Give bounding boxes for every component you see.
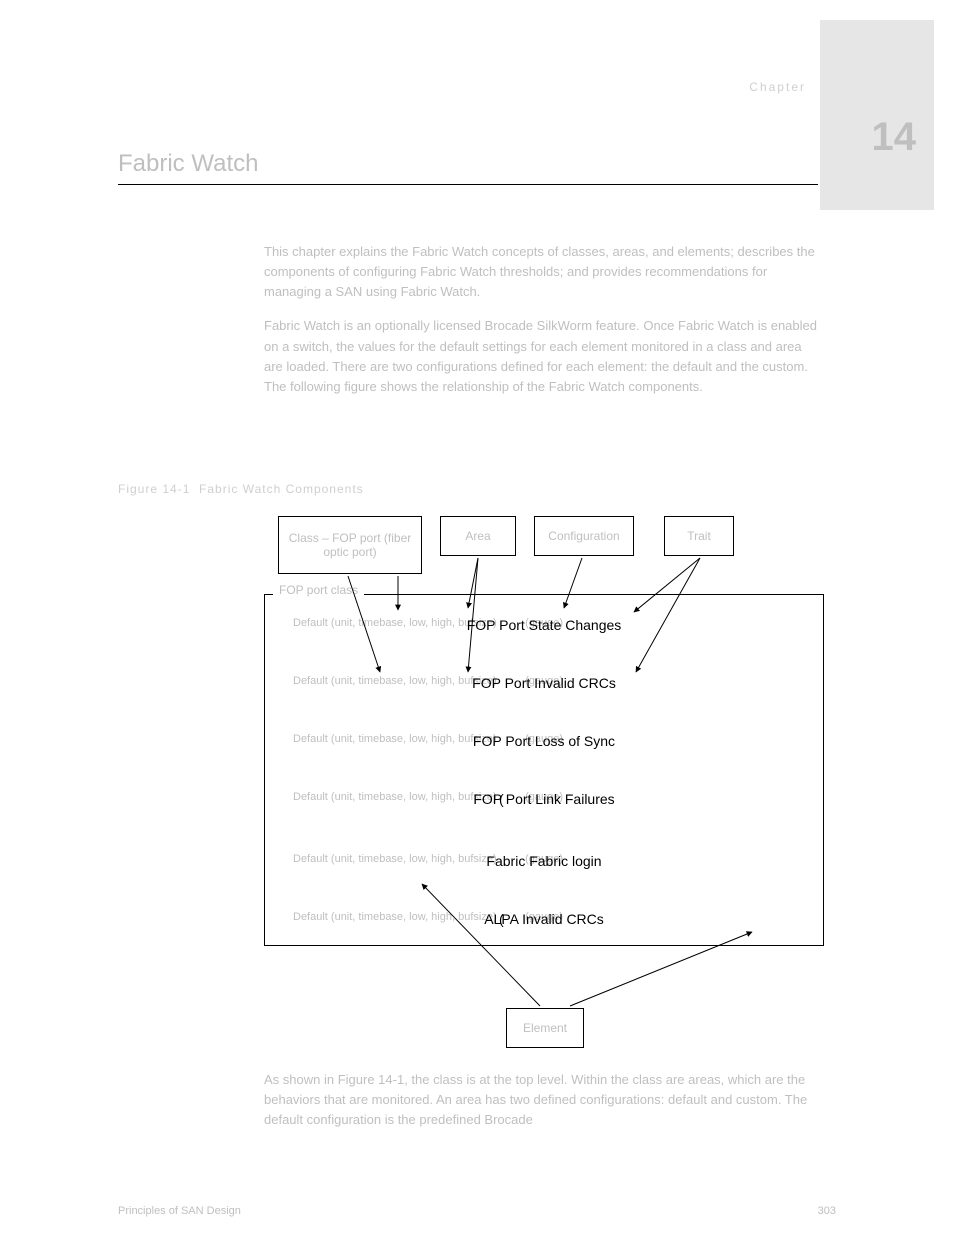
measure-label: FOP Port Loss of Sync (265, 733, 823, 749)
measure-label: FOP Port State Changes (265, 617, 823, 633)
class-frame-name: FOP port class (273, 583, 364, 597)
footer-right: 303 (818, 1205, 836, 1217)
intro-p1: This chapter explains the Fabric Watch c… (264, 242, 824, 302)
footer-left: Principles of SAN Design (118, 1205, 241, 1217)
chapter-word: Chapter (749, 80, 806, 94)
box-configuration: Configuration (534, 516, 634, 556)
intro-p3: As shown in Figure 14-1, the class is at… (264, 1070, 824, 1130)
box-area: Area (440, 516, 516, 556)
box-class: Class – FOP port (fiber optic port) (278, 516, 422, 574)
page-title: Fabric Watch (118, 150, 258, 178)
measure-label: Fabric Fabric login (265, 853, 823, 869)
intro-p2: Fabric Watch is an optionally licensed B… (264, 316, 824, 397)
figure-label: Figure 14-1 Fabric Watch Components (118, 482, 364, 496)
body-text: This chapter explains the Fabric Watch c… (264, 242, 824, 411)
chapter-number: 14 (872, 115, 917, 160)
class-frame: FOP port class Default (unit, timebase, … (264, 594, 824, 946)
box-trait: Trait (664, 516, 734, 556)
measure-label: FOP Port Invalid CRCs (265, 675, 823, 691)
chapter-tab: 14 (820, 20, 934, 210)
box-element: Element (506, 1008, 584, 1048)
measure-label: ALPA Invalid CRCs (265, 911, 823, 927)
measure-label: FOP Port Link Failures (265, 791, 823, 807)
title-rule (118, 184, 818, 185)
